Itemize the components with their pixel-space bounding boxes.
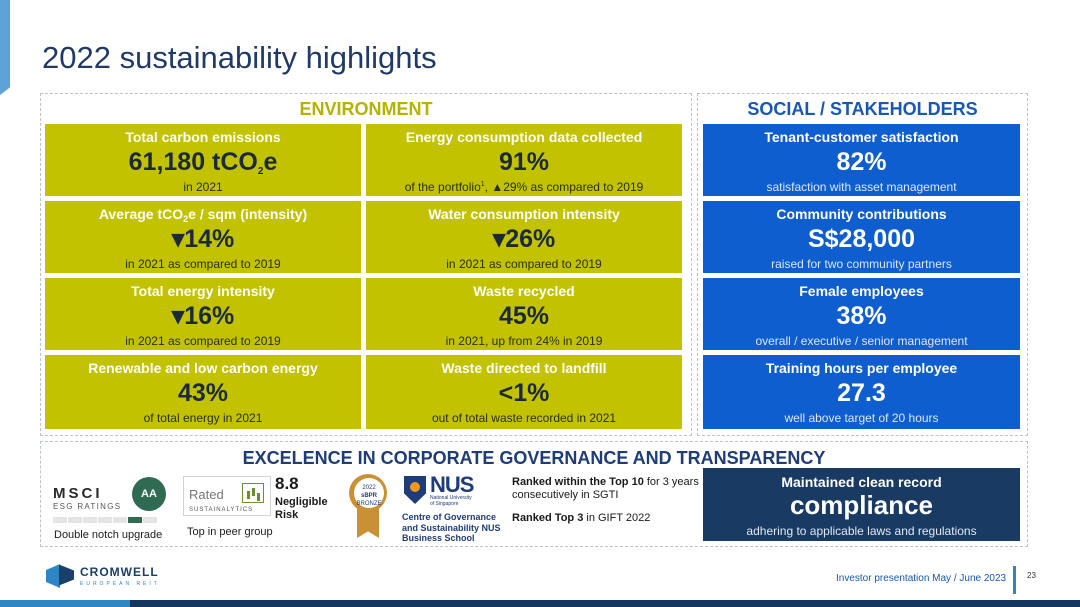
sbpr-bronze-award-icon: 2022 sBPR BRONZE (348, 474, 388, 540)
sustainalytics-rated-label: Rated (189, 487, 224, 502)
tile-energy-intensity: Total energy intensity ▾16% in 2021 as c… (45, 278, 361, 350)
msci-rating-badge: AA (132, 477, 166, 511)
footer-presentation-label: Investor presentation May / June 2023 (836, 573, 1007, 584)
social-heading: SOCIAL / STAKEHOLDERS (747, 99, 978, 119)
bottom-band (0, 600, 1080, 607)
esg-risk-label: Negligible Risk (275, 496, 328, 521)
tile-subtitle: satisfaction with asset management (766, 180, 957, 194)
tile-title: Total carbon emissions (125, 129, 281, 145)
tile-title: Waste directed to landfill (441, 360, 607, 376)
tile-value: 45% (498, 302, 550, 330)
tile-subtitle: raised for two community partners (771, 257, 952, 271)
msci-esg-rating-logo: MSCI ESG RATINGS AA (52, 475, 170, 527)
tile-carbon-intensity: Average tCO2e / sqm (intensity) ▾14% in … (45, 201, 361, 273)
tile-title: Total energy intensity (131, 283, 275, 299)
tile-value: 82% (836, 148, 887, 176)
tile-title: Average tCO2e / sqm (intensity) (98, 206, 308, 224)
tile-compliance: Maintained clean record compliance adher… (703, 468, 1020, 541)
tile-subtitle: in 2021 as compared to 2019 (446, 257, 602, 271)
tile-subtitle: of total energy in 2021 (143, 411, 263, 425)
brand-name: CROMWELL (80, 565, 159, 579)
tile-title: Tenant-customer satisfaction (764, 129, 959, 145)
tile-waste-landfill: Waste directed to landfill <1% out of to… (366, 355, 682, 429)
tile-value: 43% (177, 379, 229, 407)
sustainalytics-name: SUSTAINALYTICS (189, 507, 254, 513)
gift-ranking-text: Ranked Top 3 in GIFT 2022 (512, 512, 651, 524)
msci-caption: Double notch upgrade (54, 529, 163, 541)
tile-subtitle: out of total waste recorded in 2021 (431, 411, 617, 425)
tile-title: Female employees (799, 283, 924, 299)
tile-water-intensity: Water consumption intensity ▾26% in 2021… (366, 201, 682, 273)
sgti-ranking-text: Ranked within the Top 10 for 3 years con… (512, 476, 699, 501)
tile-waste-recycled: Waste recycled 45% in 2021, up from 24% … (366, 278, 682, 350)
tile-title: Energy consumption data collected (405, 129, 643, 145)
cromwell-logo-icon (46, 560, 74, 590)
tile-subtitle: well above target of 20 hours (784, 411, 939, 425)
nus-wordmark: NUS (430, 472, 474, 497)
tile-title: Waste recycled (473, 283, 575, 299)
tile-value: 91% (498, 148, 550, 176)
tile-tenant-satisfaction: Tenant-customer satisfaction 82% satisfa… (703, 124, 1020, 196)
tile-title: Community contributions (776, 206, 947, 222)
tile-subtitle: of the portfolio1, ▲29% as compared to 2… (404, 180, 644, 194)
tile-title: Training hours per employee (765, 360, 958, 376)
page-number: 23 (1027, 571, 1036, 580)
tile-value: ▾16% (171, 302, 235, 330)
tile-title: Maintained clean record (781, 474, 942, 490)
left-accent-stripe (0, 0, 10, 95)
social-panel: SOCIAL / STAKEHOLDERS (697, 93, 1028, 436)
msci-subtitle: ESG RATINGS (53, 502, 122, 511)
esg-risk-score: 8.8 (275, 474, 299, 493)
governance-heading: EXCELENCE IN CORPORATE GOVERNANCE AND TR… (242, 448, 826, 468)
tile-value: <1% (498, 379, 550, 407)
tile-value: ▾14% (171, 225, 235, 253)
tile-subtitle: in 2021 (183, 180, 223, 194)
tile-community-contributions: Community contributions S$28,000 raised … (703, 201, 1020, 273)
tile-value: 38% (836, 302, 887, 330)
nus-university-name: National University of Singapore (430, 495, 472, 507)
tile-female-employees: Female employees 38% overall / executive… (703, 278, 1020, 350)
sustainalytics-caption: Top in peer group (187, 526, 273, 538)
tile-training-hours: Training hours per employee 27.3 well ab… (703, 355, 1020, 429)
bar-chart-icon (242, 483, 264, 503)
sustainalytics-logo: Rated SUSTAINALYTICS (183, 476, 271, 516)
tile-title: Water consumption intensity (428, 206, 620, 222)
tile-subtitle: overall / executive / senior management (755, 334, 968, 348)
award-ribbon (357, 508, 379, 538)
tile-value: ▾26% (492, 225, 556, 253)
governance-panel: EXCELENCE IN CORPORATE GOVERNANCE AND TR… (40, 441, 1028, 547)
tile-value: 61,180 tCO2e (128, 148, 278, 177)
nus-school-name: Centre of Governance and Sustainability N… (402, 512, 501, 543)
environment-heading: ENVIRONMENT (299, 99, 433, 119)
page-title: 2022 sustainability highlights (42, 40, 437, 75)
nus-crest-icon (404, 476, 426, 504)
brand-tagline: EUROPEAN REIT (80, 581, 160, 587)
sbpr-medal-text: 2022 sBPR BRONZE (354, 478, 384, 508)
environment-panel: ENVIRONMENT (40, 93, 692, 436)
tile-renewable-energy: Renewable and low carbon energy 43% of t… (45, 355, 361, 429)
tile-value: S$28,000 (807, 225, 916, 253)
tile-value: compliance (789, 490, 934, 520)
tile-subtitle: adhering to applicable laws and regulati… (746, 524, 977, 538)
msci-rating-scale (53, 517, 157, 523)
tile-subtitle: in 2021 as compared to 2019 (125, 334, 281, 348)
tile-subtitle: in 2021, up from 24% in 2019 (445, 334, 603, 348)
footer-divider (1013, 566, 1016, 594)
tile-total-carbon-emissions: Total carbon emissions 61,180 tCO2e in 2… (45, 124, 361, 196)
tile-value: 27.3 (837, 379, 886, 407)
tile-title: Renewable and low carbon energy (88, 360, 318, 376)
msci-wordmark: MSCI (53, 485, 103, 502)
tile-energy-data-collected: Energy consumption data collected 91% of… (366, 124, 682, 196)
tile-subtitle: in 2021 as compared to 2019 (125, 257, 281, 271)
